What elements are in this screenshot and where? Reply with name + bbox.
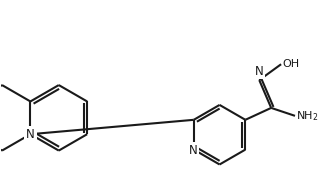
Text: OH: OH (282, 59, 299, 69)
Text: NH$_2$: NH$_2$ (296, 109, 319, 123)
Text: N: N (255, 65, 264, 78)
Text: N: N (188, 144, 197, 157)
Text: N: N (26, 128, 35, 141)
